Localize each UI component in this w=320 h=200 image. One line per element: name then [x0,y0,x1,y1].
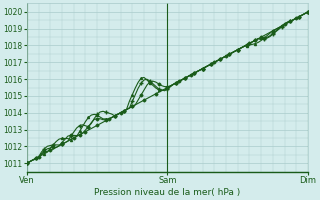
X-axis label: Pression niveau de la mer( hPa ): Pression niveau de la mer( hPa ) [94,188,241,197]
